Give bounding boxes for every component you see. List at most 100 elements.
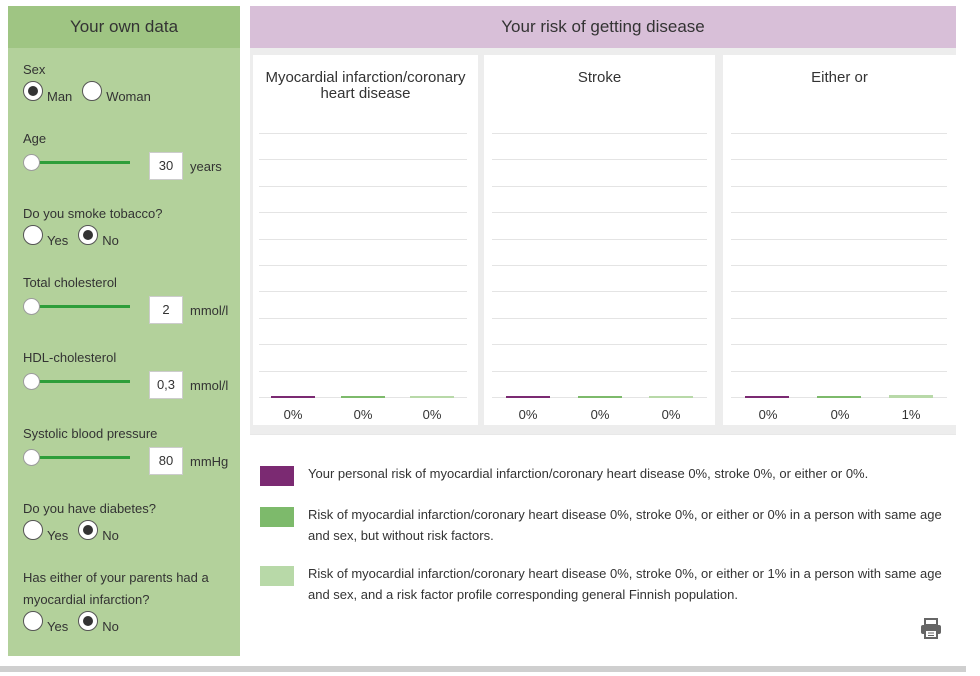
page-right-edge [966, 0, 980, 676]
gridline [731, 238, 947, 240]
sex-label: Sex [23, 62, 46, 77]
printer-icon[interactable] [920, 617, 942, 639]
gridline [492, 370, 707, 372]
hdl-label: HDL-cholesterol [23, 350, 117, 365]
page-bottom-bar [0, 666, 966, 672]
gridline [492, 159, 707, 161]
bar-population [889, 395, 933, 398]
chart-panel-stroke: Stroke 0% 0% 0% [484, 55, 715, 425]
bar-label-population: 0% [422, 407, 442, 422]
gridline [259, 265, 467, 266]
age-input[interactable]: 30 [149, 152, 183, 180]
blood-pressure-slider-track[interactable] [26, 456, 130, 459]
gridline [259, 133, 467, 134]
bar-label-personal: 0% [518, 407, 538, 422]
total-cholesterol-unit: mmol/l [190, 303, 229, 318]
blood-pressure-label: Systolic blood pressure [23, 426, 158, 441]
bar-personal [745, 396, 789, 398]
bar-label-personal: 0% [283, 407, 303, 422]
gridline [731, 212, 947, 214]
gridline [731, 344, 947, 346]
gridline [492, 212, 707, 214]
input-sidebar: Your own data Sex Man Woman Age 30 years… [8, 6, 240, 656]
gridline [259, 370, 467, 372]
legend: Your personal risk of myocardial infarct… [250, 434, 956, 653]
gridline [492, 291, 707, 293]
age-slider-track[interactable] [26, 161, 130, 164]
diabetes-field: Do you have diabetes? Yes No [23, 500, 238, 543]
radio-circle[interactable] [23, 225, 43, 245]
hdl-slider-handle[interactable] [23, 373, 40, 390]
parents-radio-no[interactable]: No [78, 611, 119, 634]
radio-circle[interactable] [23, 520, 43, 540]
blood-pressure-input[interactable]: 80 [149, 447, 183, 475]
diabetes-radio-no[interactable]: No [78, 520, 119, 543]
radio-circle[interactable] [23, 611, 43, 631]
bar-personal [271, 396, 315, 398]
diabetes-radio-yes[interactable]: Yes [23, 520, 69, 543]
gridline [492, 265, 707, 266]
age-slider-handle[interactable] [23, 154, 40, 171]
diabetes-label: Do you have diabetes? [23, 501, 156, 516]
bar-no-risk [341, 396, 385, 398]
chart-title: Myocardial infarction/coronary heart dis… [265, 69, 466, 102]
bar-label-no-risk: 0% [830, 407, 850, 422]
age-unit: years [190, 159, 222, 174]
smoke-field: Do you smoke tobacco? Yes No [23, 205, 238, 248]
radio-circle[interactable] [78, 611, 99, 631]
legend-text: Risk of myocardial infarction/coronary h… [308, 507, 942, 543]
bar-no-risk [817, 396, 861, 398]
smoke-radio-no[interactable]: No [78, 225, 119, 248]
gridline [492, 133, 707, 134]
blood-pressure-slider-handle[interactable] [23, 449, 40, 466]
gridline [492, 238, 707, 240]
hdl-slider-track[interactable] [26, 380, 130, 383]
total-cholesterol-slider-handle[interactable] [23, 298, 40, 315]
legend-swatch-personal [260, 466, 294, 486]
sex-radio-man[interactable]: Man [23, 81, 73, 104]
radio-circle[interactable] [78, 225, 99, 245]
gridline [731, 265, 947, 266]
bar-label-population: 1% [901, 407, 921, 422]
gridline [731, 185, 947, 187]
total-cholesterol-input[interactable]: 2 [149, 296, 183, 324]
bar-label-personal: 0% [758, 407, 778, 422]
gridline [259, 159, 467, 161]
sex-option-label: Woman [106, 89, 151, 104]
parents-option-label: No [102, 619, 119, 634]
radio-circle[interactable] [78, 520, 99, 540]
chart-panel-either: Either or 0% 0% 1% [723, 55, 956, 425]
hdl-input[interactable]: 0,3 [149, 371, 183, 399]
blood-pressure-field: Systolic blood pressure 80 mmHg [23, 425, 238, 477]
sex-field: Sex Man Woman [23, 61, 238, 104]
diabetes-option-label: No [102, 528, 119, 543]
gridline [492, 185, 707, 187]
gridline [259, 344, 467, 346]
blood-pressure-unit: mmHg [190, 454, 229, 469]
gridline [731, 133, 947, 134]
age-field: Age 30 years [23, 130, 238, 182]
gridline [259, 212, 467, 214]
bar-no-risk [578, 396, 622, 398]
hdl-unit: mmol/l [190, 378, 229, 393]
gridline [259, 238, 467, 240]
total-cholesterol-field: Total cholesterol 2 mmol/l [23, 274, 238, 326]
age-label: Age [23, 131, 47, 146]
legend-swatch-no-risk [260, 507, 294, 527]
gridline [731, 317, 947, 319]
sex-radio-woman[interactable]: Woman [82, 81, 151, 104]
risk-header: Your risk of getting disease [250, 6, 956, 48]
legend-text: Your personal risk of myocardial infarct… [308, 466, 869, 481]
gridline [259, 317, 467, 319]
smoke-radio-yes[interactable]: Yes [23, 225, 68, 248]
chart-title: Either or [811, 69, 868, 86]
radio-circle[interactable] [82, 81, 103, 101]
radio-circle[interactable] [23, 81, 43, 101]
sex-option-label: Man [47, 89, 73, 104]
diabetes-option-label: Yes [47, 528, 69, 543]
bar-population [649, 396, 693, 398]
hdl-field: HDL-cholesterol 0,3 mmol/l [23, 349, 238, 401]
legend-text: Risk of myocardial infarction/coronary h… [308, 566, 942, 602]
parents-radio-yes[interactable]: Yes [23, 611, 68, 634]
total-cholesterol-slider-track[interactable] [26, 305, 130, 308]
